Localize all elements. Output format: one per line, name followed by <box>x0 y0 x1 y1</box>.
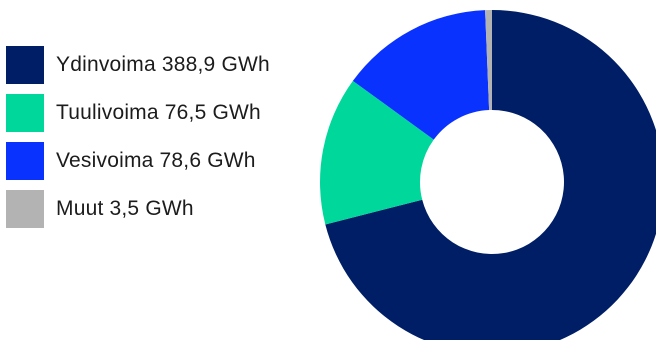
legend-swatch-tuulivoima <box>6 94 44 132</box>
legend-label-tuulivoima: Tuulivoima 76,5 GWh <box>56 101 261 124</box>
donut-slice-ydinvoima <box>325 10 656 340</box>
legend-item-tuulivoima: Tuulivoima 76,5 GWh <box>6 94 270 132</box>
legend-swatch-vesivoima <box>6 142 44 180</box>
donut-slice-tuulivoima <box>320 80 434 225</box>
legend-item-vesivoima: Vesivoima 78,6 GWh <box>6 142 270 180</box>
legend-label-muut: Muut 3,5 GWh <box>56 197 194 220</box>
donut-slice-muut <box>485 10 492 111</box>
donut-slice-vesivoima <box>352 10 490 140</box>
chart-legend: Ydinvoima 388,9 GWh Tuulivoima 76,5 GWh … <box>6 46 270 238</box>
legend-item-ydinvoima: Ydinvoima 388,9 GWh <box>6 46 270 84</box>
legend-swatch-ydinvoima <box>6 46 44 84</box>
legend-label-vesivoima: Vesivoima 78,6 GWh <box>56 149 256 172</box>
legend-item-muut: Muut 3,5 GWh <box>6 190 270 228</box>
legend-label-ydinvoima: Ydinvoima 388,9 GWh <box>56 53 270 76</box>
legend-swatch-muut <box>6 190 44 228</box>
